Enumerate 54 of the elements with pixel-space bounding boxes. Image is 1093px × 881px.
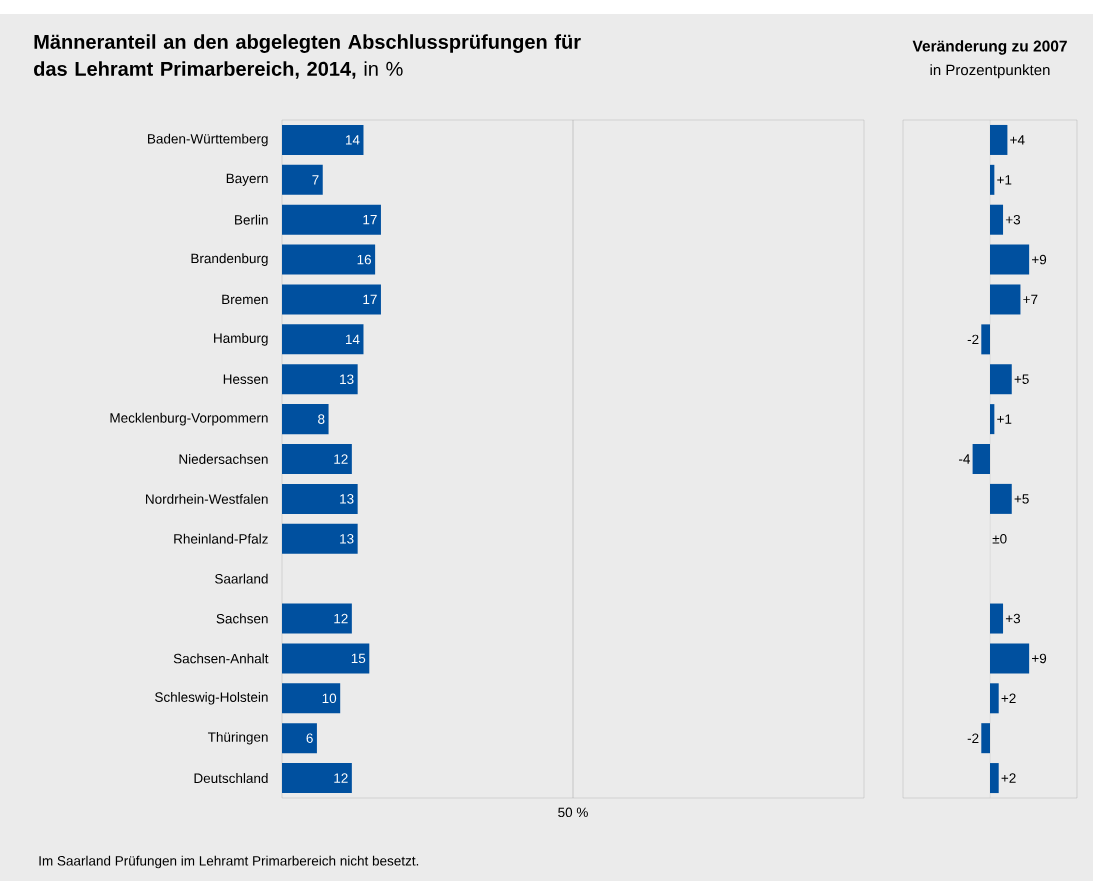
chart-title: Männeranteil an den abgelegten Abschlussprüfungen für das Lehramt Primarbereich, 2014, in %	[34, 34, 581, 79]
y-tick-label: Schleswig-Holstein	[155, 692, 268, 705]
data-label: +1	[997, 414, 1012, 424]
data-label: 15	[351, 653, 366, 664]
y-tick-label: Berlin	[235, 214, 268, 225]
data-label: 17	[363, 294, 377, 305]
data-label: +9	[1032, 653, 1047, 664]
y-tick-label: Nordrhein-Westfalen	[146, 493, 268, 504]
data-label: -4	[958, 454, 971, 464]
data-label: +7	[1023, 294, 1038, 305]
y-tick-label: Bremen	[222, 294, 268, 305]
y-tick-label: Sachsen-Anhalt	[173, 653, 269, 664]
y-tick-label: Brandenburg	[191, 253, 268, 266]
data-label: 17	[363, 215, 377, 225]
data-label: ±0	[992, 533, 1007, 544]
data-label: 8	[318, 414, 325, 424]
y-tick-label: Bayern	[226, 173, 268, 186]
data-label: +2	[1001, 773, 1016, 783]
y-tick-label: Niedersachsen	[179, 454, 268, 464]
y-tick-label: Saarland	[215, 573, 268, 584]
data-label: 16	[357, 254, 371, 265]
chart-title: Veränderung zu 2007	[912, 40, 1067, 55]
data-label: +3	[1005, 214, 1021, 225]
y-tick-label: Rheinland-Pfalz	[174, 533, 268, 544]
data-label: 13	[340, 374, 354, 385]
data-label: 10	[322, 693, 337, 704]
data-label: +5	[1014, 374, 1029, 384]
data-label: +1	[997, 175, 1012, 185]
data-label: +2	[1001, 693, 1016, 704]
data-label: -2	[967, 334, 979, 345]
data-label: +9	[1032, 254, 1047, 265]
data-label: 13	[340, 494, 354, 504]
y-tick-label: Mecklenburg-Vorpommern	[110, 412, 268, 426]
data-label: 12	[334, 773, 348, 783]
data-label: +4	[1010, 135, 1025, 145]
y-tick-label: Baden-Württemberg	[148, 133, 268, 147]
y-tick-label: Deutschland	[194, 773, 268, 784]
data-label: 13	[340, 533, 354, 544]
data-label: 12	[334, 613, 348, 624]
data-label: 12	[334, 454, 348, 464]
y-tick-label: Hamburg	[214, 333, 268, 346]
y-tick-label: Hessen	[223, 374, 268, 384]
data-label: 7	[312, 175, 319, 185]
data-label: -2	[967, 733, 979, 743]
x-tick-label: 50 %	[558, 807, 588, 818]
text: Im Saarland Prüfungen im Lehramt Primarbereich nicht besetzt.	[39, 855, 419, 869]
y-tick-label: Thüringen	[207, 731, 268, 745]
chart-subtitle: in Prozentpunkten	[930, 64, 1050, 79]
data-label: 6	[306, 733, 313, 743]
y-tick-label: Sachsen	[216, 613, 268, 624]
data-label: 14	[345, 334, 360, 344]
data-label: 14	[345, 135, 360, 145]
data-label: +3	[1005, 613, 1021, 624]
data-label: +5	[1014, 494, 1029, 504]
